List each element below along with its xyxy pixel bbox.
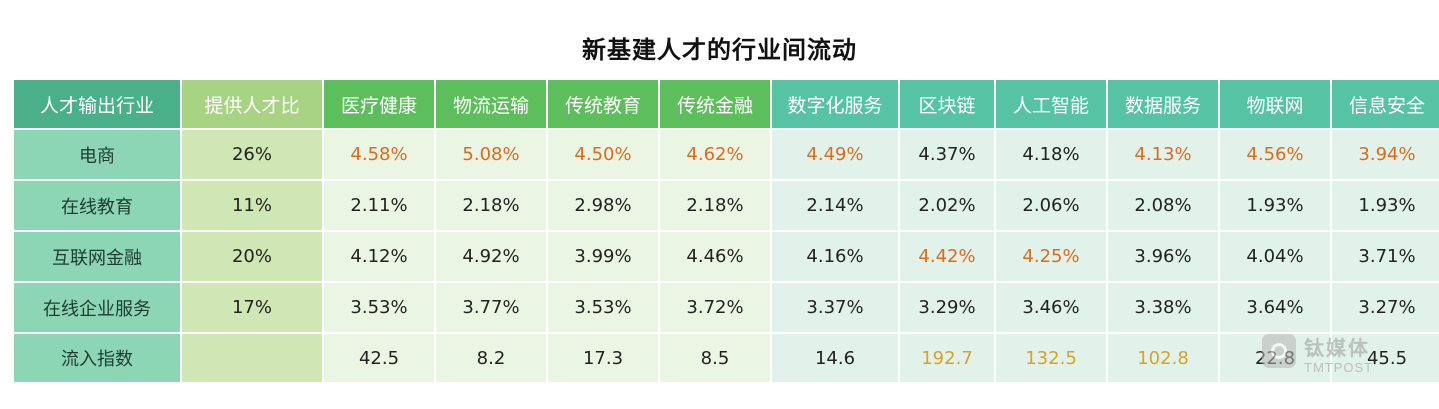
table-cell: 2.14%: [772, 181, 898, 230]
table-cell: 4.13%: [1108, 130, 1218, 179]
table-cell: 3.99%: [548, 232, 658, 281]
table-cell: 3.53%: [548, 283, 658, 332]
table-cell: 2.06%: [996, 181, 1106, 230]
table-cell: 4.25%: [996, 232, 1106, 281]
row-label: 在线企业服务: [14, 283, 180, 332]
table-cell: 4.42%: [900, 232, 994, 281]
column-header: 信息安全: [1332, 80, 1439, 128]
table-cell: 4.04%: [1220, 232, 1330, 281]
table-cell: 3.27%: [1332, 283, 1439, 332]
table-cell: 14.6: [772, 334, 898, 382]
column-header: 提供人才比: [182, 80, 322, 128]
table-row: 在线企业服务 17% 3.53% 3.77% 3.53% 3.72% 3.37%…: [14, 283, 1439, 332]
table-cell: 3.29%: [900, 283, 994, 332]
chart-title: 新基建人才的行业间流动: [582, 36, 857, 64]
talent-flow-table: 人才输出行业 提供人才比 医疗健康 物流运输 传统教育 传统金融 数字化服务 区…: [12, 78, 1439, 384]
table-cell: 17.3: [548, 334, 658, 382]
tmtpost-logo-icon: [1262, 334, 1296, 368]
table-cell: 4.49%: [772, 130, 898, 179]
table-cell: 132.5: [996, 334, 1106, 382]
table-cell: 3.38%: [1108, 283, 1218, 332]
table-cell: 1.93%: [1332, 181, 1439, 230]
column-header: 数据服务: [1108, 80, 1218, 128]
table-cell: 3.64%: [1220, 283, 1330, 332]
table-cell: 4.37%: [900, 130, 994, 179]
table-cell: 4.50%: [548, 130, 658, 179]
table-cell: 5.08%: [436, 130, 546, 179]
table-cell: 4.46%: [660, 232, 770, 281]
table-cell: 3.71%: [1332, 232, 1439, 281]
table-cell: 2.98%: [548, 181, 658, 230]
table-cell: 3.53%: [324, 283, 434, 332]
watermark-sub: TMTPOST: [1304, 360, 1374, 375]
table-cell: 192.7: [900, 334, 994, 382]
table-cell: 4.62%: [660, 130, 770, 179]
table-cell: 17%: [182, 283, 322, 332]
table-row: 电商 26% 4.58% 5.08% 4.50% 4.62% 4.49% 4.3…: [14, 130, 1439, 179]
table-cell: 4.16%: [772, 232, 898, 281]
watermark: 钛媒体 TMTPOST: [1262, 330, 1432, 390]
column-header: 区块链: [900, 80, 994, 128]
header-row: 人才输出行业 提供人才比 医疗健康 物流运输 传统教育 传统金融 数字化服务 区…: [14, 80, 1439, 128]
table-row: 流入指数 42.5 8.2 17.3 8.5 14.6 192.7 132.5 …: [14, 334, 1439, 382]
column-header: 医疗健康: [324, 80, 434, 128]
column-header: 物流运输: [436, 80, 546, 128]
table-cell: 1.93%: [1220, 181, 1330, 230]
table-cell: 42.5: [324, 334, 434, 382]
table-cell: 2.11%: [324, 181, 434, 230]
table-cell: 3.46%: [996, 283, 1106, 332]
column-header: 传统金融: [660, 80, 770, 128]
table-cell: 20%: [182, 232, 322, 281]
table-cell: 11%: [182, 181, 322, 230]
row-label: 互联网金融: [14, 232, 180, 281]
row-label: 流入指数: [14, 334, 180, 382]
column-header: 人工智能: [996, 80, 1106, 128]
table-row: 在线教育 11% 2.11% 2.18% 2.98% 2.18% 2.14% 2…: [14, 181, 1439, 230]
table-cell: 3.37%: [772, 283, 898, 332]
table-cell: 4.18%: [996, 130, 1106, 179]
table-cell: 3.96%: [1108, 232, 1218, 281]
table-cell: 3.77%: [436, 283, 546, 332]
column-header: 传统教育: [548, 80, 658, 128]
table-cell: 3.94%: [1332, 130, 1439, 179]
table-cell: 2.18%: [436, 181, 546, 230]
table-cell: 3.72%: [660, 283, 770, 332]
row-label: 在线教育: [14, 181, 180, 230]
column-header: 物联网: [1220, 80, 1330, 128]
table-cell: 4.12%: [324, 232, 434, 281]
table-cell: 26%: [182, 130, 322, 179]
column-header: 人才输出行业: [14, 80, 180, 128]
table-cell: 2.02%: [900, 181, 994, 230]
table-cell: 8.5: [660, 334, 770, 382]
table-cell: [182, 334, 322, 382]
watermark-name: 钛媒体: [1304, 336, 1370, 360]
table-cell: 2.18%: [660, 181, 770, 230]
table-cell: 4.58%: [324, 130, 434, 179]
column-header: 数字化服务: [772, 80, 898, 128]
table-cell: 4.56%: [1220, 130, 1330, 179]
table-row: 互联网金融 20% 4.12% 4.92% 3.99% 4.46% 4.16% …: [14, 232, 1439, 281]
table-cell: 45.5: [1332, 334, 1439, 382]
row-label: 电商: [14, 130, 180, 179]
table-cell: 2.08%: [1108, 181, 1218, 230]
table-cell: 4.92%: [436, 232, 546, 281]
table-cell: 8.2: [436, 334, 546, 382]
table-cell: 102.8: [1108, 334, 1218, 382]
